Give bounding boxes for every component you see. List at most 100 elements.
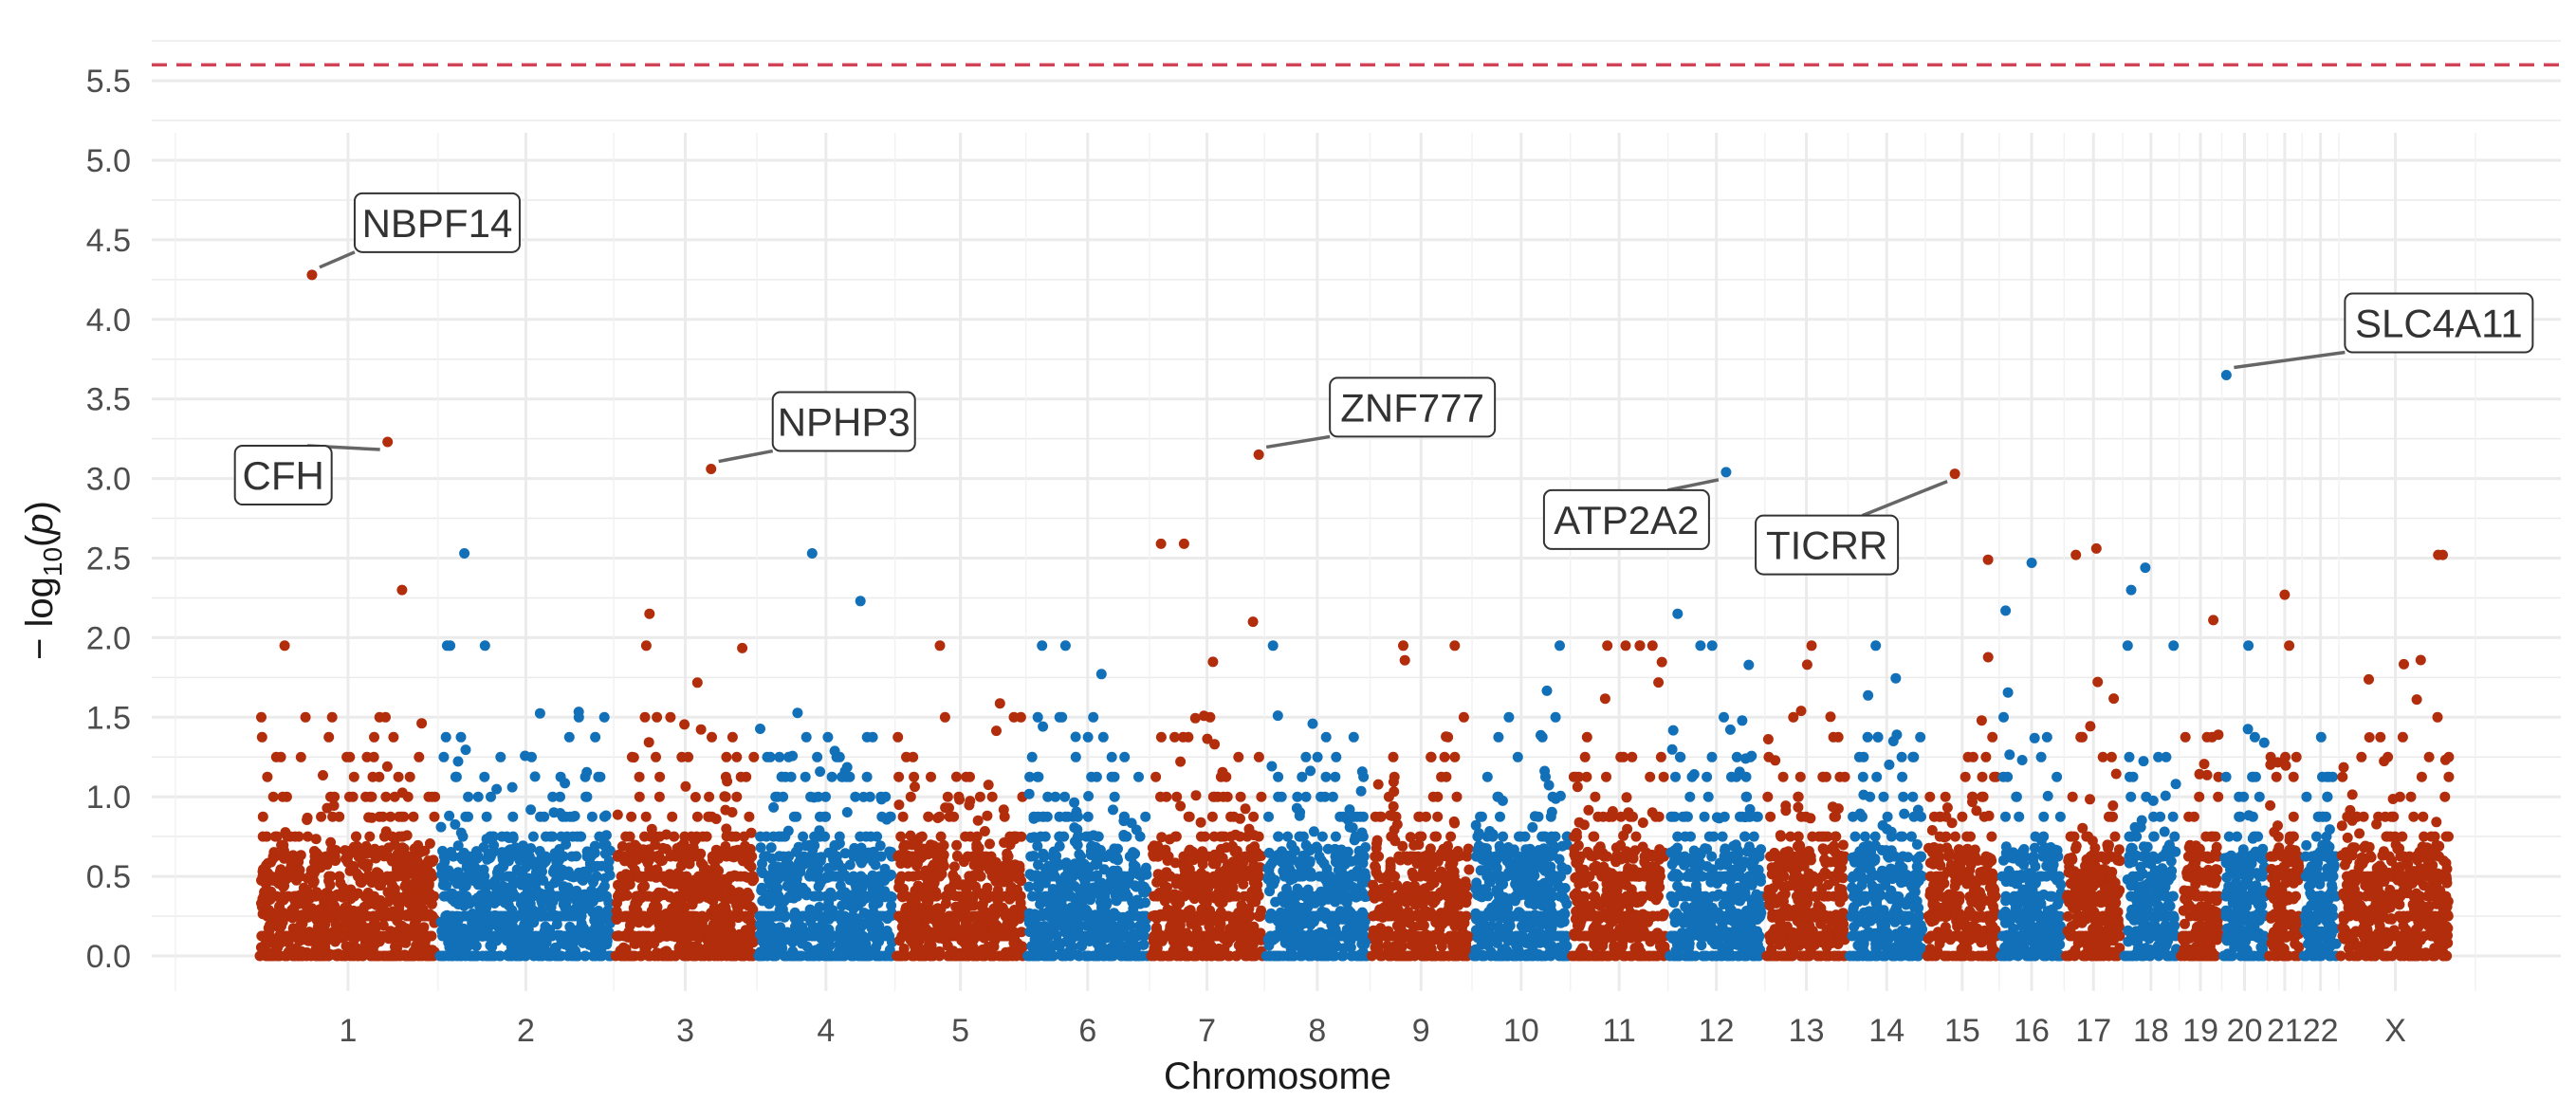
snp-point [774,851,785,862]
snp-point [358,910,369,922]
snp-point [881,950,892,962]
snp-point [1322,843,1334,854]
snp-point [365,950,377,962]
snp-point [311,910,322,922]
snp-point [757,858,767,870]
snp-point [305,950,317,962]
snp-point [727,910,739,922]
snp-point [815,766,826,778]
snp-point [693,930,704,942]
snp-point [854,852,865,863]
snp-point [808,890,819,902]
snp-point [602,861,614,872]
snp-point [764,874,774,886]
snp-point [1128,903,1139,914]
snp-point [947,927,958,939]
snp-point [758,930,769,942]
snp-point [295,751,306,762]
snp-point [693,851,705,862]
snp-point [1083,919,1094,930]
snp-point [926,771,936,782]
snp-point [930,887,942,898]
snp-point [364,930,376,942]
snp-point [975,871,986,882]
snp-point [1312,751,1323,762]
snp-point [919,871,930,882]
snp-point [455,852,467,863]
snp-point [348,771,359,782]
snp-point [470,846,482,857]
snp-point [1217,831,1228,842]
snp-point [1234,930,1245,942]
snp-point [620,869,632,880]
snp-point [760,920,771,931]
snp-point [1235,813,1245,824]
snp-point [1011,831,1021,842]
snp-point [295,850,306,861]
snp-point [382,950,394,962]
snp-point [800,771,811,782]
snp-point [974,912,985,924]
snp-point [392,851,403,862]
snp-point [1169,857,1181,869]
snp-point [369,922,380,932]
snp-point [1175,800,1187,812]
snp-point [911,901,923,912]
snp-point [435,862,447,873]
snp-point [851,882,862,893]
snp-point [909,771,920,782]
snp-point [1040,896,1052,908]
snp-point [363,812,375,823]
snp-point [1105,869,1116,880]
snp-point [1102,897,1113,909]
snp-point [912,930,924,942]
snp-point [1316,791,1327,802]
snp-point [1040,831,1051,842]
snp-point [267,910,279,922]
snp-point [1131,942,1142,953]
snp-point [897,851,909,862]
snp-point [1242,890,1254,902]
snp-point [1037,910,1048,922]
snp-point [1196,904,1207,915]
snp-point [304,930,316,942]
snp-point [756,885,767,896]
snp-point [713,853,725,864]
snp-point [710,844,722,855]
snp-point [357,950,368,962]
snp-point [1031,871,1042,882]
snp-point [671,928,682,940]
snp-point [905,830,916,841]
snp-point [424,838,435,849]
snp-point [1272,710,1283,722]
snp-point [634,791,645,802]
snp-point [348,861,359,872]
snp-point [273,930,285,942]
snp-point [623,855,634,867]
snp-point [544,887,555,898]
snp-point [1209,739,1221,750]
snp-point [1076,851,1087,862]
snp-point [1240,803,1251,815]
snp-point [755,724,765,734]
snp-point [391,950,402,962]
snp-point [984,838,995,850]
snp-point [915,890,927,902]
snp-point [992,871,1003,882]
snp-point [954,794,966,805]
snp-point [256,898,267,909]
snp-point [308,876,320,887]
snp-point [369,890,379,902]
snp-point [1189,712,1201,724]
snp-point [598,884,608,895]
snp-point [820,791,831,802]
snp-point [1215,907,1226,918]
snp-point [398,843,410,854]
snp-point [507,811,519,822]
snp-point [288,950,300,962]
snp-point [776,771,787,782]
snp-point [1294,831,1305,842]
snp-point [653,791,665,802]
snp-point [322,859,333,871]
snp-point [1075,930,1086,942]
